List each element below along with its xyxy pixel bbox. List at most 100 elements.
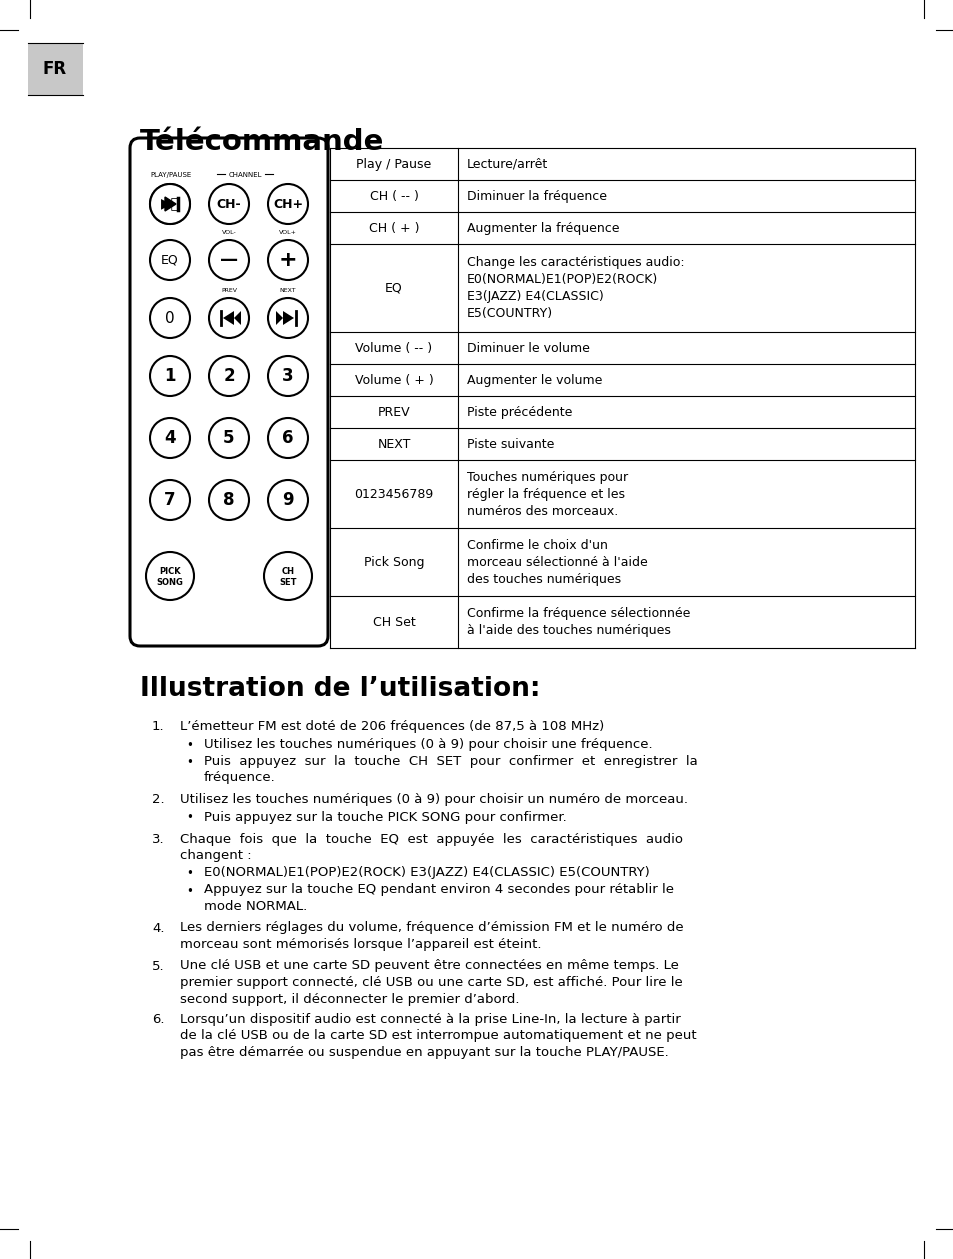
Text: CH+: CH+ — [273, 198, 303, 210]
Circle shape — [209, 356, 249, 397]
Text: Utilisez les touches numériques (0 à 9) pour choisir un numéro de morceau.: Utilisez les touches numériques (0 à 9) … — [180, 793, 687, 806]
Text: EQ: EQ — [385, 282, 402, 295]
Text: 3.: 3. — [152, 833, 165, 846]
Text: Diminuer le volume: Diminuer le volume — [467, 341, 589, 355]
Text: PLAY/PAUSE: PLAY/PAUSE — [150, 172, 191, 178]
Circle shape — [209, 480, 249, 520]
Text: 1.: 1. — [152, 720, 165, 733]
Text: Augmenter le volume: Augmenter le volume — [467, 374, 601, 387]
Text: NEXT: NEXT — [279, 288, 296, 293]
Text: Touches numériques pour
régler la fréquence et les
numéros des morceaux.: Touches numériques pour régler la fréque… — [467, 471, 627, 517]
Circle shape — [268, 184, 308, 224]
Text: NEXT: NEXT — [377, 437, 410, 451]
Polygon shape — [283, 311, 294, 325]
Text: PREV: PREV — [221, 288, 236, 293]
Circle shape — [150, 356, 190, 397]
Text: 4.: 4. — [152, 922, 164, 934]
Text: EQ: EQ — [161, 253, 178, 267]
Circle shape — [209, 184, 249, 224]
Circle shape — [150, 240, 190, 279]
Text: 3: 3 — [282, 368, 294, 385]
Text: CH ( -- ): CH ( -- ) — [369, 190, 418, 203]
Text: FR: FR — [43, 60, 67, 78]
Text: +: + — [278, 251, 297, 269]
Text: Lorsqu’un dispositif audio est connecté à la prise Line-In, la lecture à partir
: Lorsqu’un dispositif audio est connecté … — [180, 1013, 696, 1059]
Text: Chaque  fois  que  la  touche  EQ  est  appuyée  les  caractéristiques  audio
ch: Chaque fois que la touche EQ est appuyée… — [180, 833, 682, 862]
Text: 5: 5 — [223, 429, 234, 447]
FancyBboxPatch shape — [130, 138, 328, 646]
Circle shape — [209, 240, 249, 279]
Text: ▶⎯: ▶⎯ — [160, 196, 179, 212]
Text: CH ( + ): CH ( + ) — [369, 222, 418, 234]
Text: Augmenter la fréquence: Augmenter la fréquence — [467, 222, 618, 234]
Circle shape — [146, 551, 193, 601]
Text: CH: CH — [281, 567, 294, 575]
Text: Pick Song: Pick Song — [363, 555, 424, 569]
Text: L’émetteur FM est doté de 206 fréquences (de 87,5 à 108 MHz): L’émetteur FM est doté de 206 fréquences… — [180, 720, 603, 733]
Text: Une clé USB et une carte SD peuvent être connectées en même temps. Le
premier su: Une clé USB et une carte SD peuvent être… — [180, 959, 682, 1006]
Polygon shape — [223, 311, 233, 325]
Text: Volume ( -- ): Volume ( -- ) — [355, 341, 432, 355]
Text: •: • — [186, 867, 193, 880]
Text: 1: 1 — [164, 368, 175, 385]
Text: E0(NORMAL)E1(POP)E2(ROCK) E3(JAZZ) E4(CLASSIC) E5(COUNTRY): E0(NORMAL)E1(POP)E2(ROCK) E3(JAZZ) E4(CL… — [204, 866, 649, 879]
Text: Lecture/arrêt: Lecture/arrêt — [467, 157, 548, 170]
Circle shape — [268, 418, 308, 458]
Text: Appuyez sur la touche EQ pendant environ 4 secondes pour rétablir le
mode NORMAL: Appuyez sur la touche EQ pendant environ… — [204, 884, 673, 913]
Polygon shape — [233, 311, 241, 325]
Circle shape — [268, 298, 308, 337]
Text: CHANNEL: CHANNEL — [228, 172, 261, 178]
Bar — [28, 43, 83, 94]
Text: 2: 2 — [223, 368, 234, 385]
Text: Piste suivante: Piste suivante — [467, 437, 554, 451]
Circle shape — [268, 356, 308, 397]
Text: Puis appuyez sur la touche PICK SONG pour confirmer.: Puis appuyez sur la touche PICK SONG pou… — [204, 811, 566, 823]
Text: Illustration de l’utilisation:: Illustration de l’utilisation: — [140, 676, 540, 703]
Circle shape — [268, 240, 308, 279]
Circle shape — [150, 480, 190, 520]
Text: Diminuer la fréquence: Diminuer la fréquence — [467, 190, 606, 203]
Text: 0: 0 — [165, 311, 174, 326]
Text: •: • — [186, 885, 193, 898]
Text: Puis  appuyez  sur  la  touche  CH  SET  pour  confirmer  et  enregistrer  la
fr: Puis appuyez sur la touche CH SET pour c… — [204, 755, 697, 784]
Text: •: • — [186, 755, 193, 769]
Text: VOL+: VOL+ — [279, 230, 296, 235]
Text: Change les caractéristiques audio:
E0(NORMAL)E1(POP)E2(ROCK)
E3(JAZZ) E4(CLASSIC: Change les caractéristiques audio: E0(NO… — [467, 256, 684, 320]
Text: Piste précédente: Piste précédente — [467, 405, 572, 418]
Text: SET: SET — [279, 578, 296, 587]
Text: 2.: 2. — [152, 793, 165, 806]
Text: 6.: 6. — [152, 1013, 164, 1026]
Text: PICK: PICK — [159, 567, 181, 575]
Circle shape — [209, 298, 249, 337]
Text: VOL-: VOL- — [221, 230, 236, 235]
Text: 6: 6 — [282, 429, 294, 447]
Text: Confirme la fréquence sélectionnée
à l'aide des touches numériques: Confirme la fréquence sélectionnée à l'a… — [467, 607, 690, 637]
Text: •: • — [186, 739, 193, 752]
Text: Télécommande: Télécommande — [140, 128, 384, 156]
Text: CH Set: CH Set — [373, 616, 415, 628]
Text: 0123456789: 0123456789 — [354, 487, 434, 501]
Text: —: — — [220, 251, 238, 269]
Text: PREV: PREV — [377, 405, 410, 418]
Text: Volume ( + ): Volume ( + ) — [355, 374, 433, 387]
Text: Play / Pause: Play / Pause — [356, 157, 431, 170]
Text: Les derniers réglages du volume, fréquence d’émission FM et le numéro de
morceau: Les derniers réglages du volume, fréquen… — [180, 922, 683, 951]
Text: •: • — [186, 812, 193, 825]
Text: 4: 4 — [164, 429, 175, 447]
Text: 8: 8 — [223, 491, 234, 509]
Circle shape — [209, 418, 249, 458]
Circle shape — [268, 480, 308, 520]
Text: 7: 7 — [164, 491, 175, 509]
Circle shape — [150, 418, 190, 458]
Polygon shape — [275, 311, 283, 325]
Circle shape — [150, 184, 190, 224]
Circle shape — [150, 184, 190, 224]
Text: CH-: CH- — [216, 198, 241, 210]
Text: 9: 9 — [282, 491, 294, 509]
Text: SONG: SONG — [156, 578, 183, 587]
Text: 5.: 5. — [152, 959, 165, 972]
Text: Confirme le choix d'un
morceau sélectionné à l'aide
des touches numériques: Confirme le choix d'un morceau sélection… — [467, 539, 647, 585]
Circle shape — [264, 551, 312, 601]
Text: Utilisez les touches numériques (0 à 9) pour choisir une fréquence.: Utilisez les touches numériques (0 à 9) … — [204, 738, 652, 750]
Polygon shape — [165, 196, 175, 212]
